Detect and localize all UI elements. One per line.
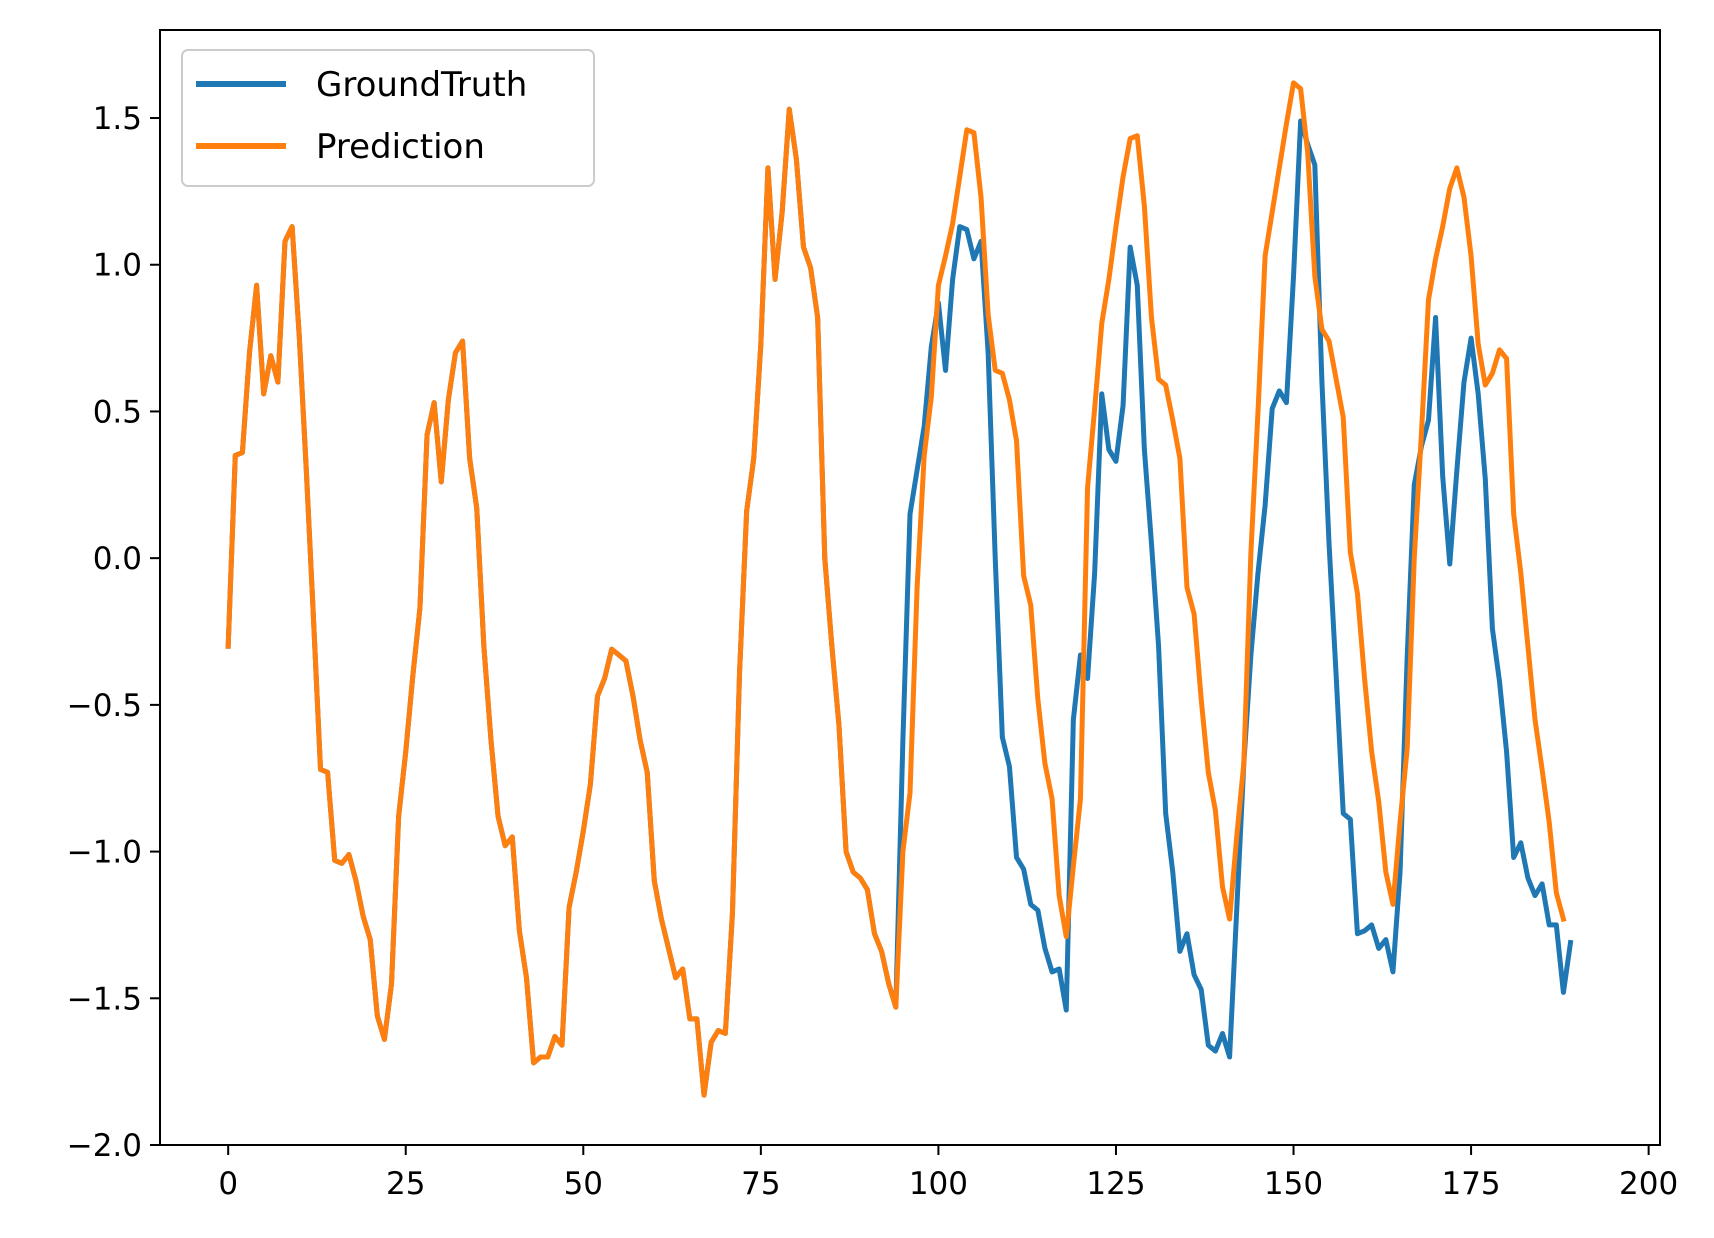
- y-tick-label: 1.0: [93, 248, 142, 284]
- x-tick-label: 0: [218, 1166, 238, 1202]
- axes-frame: [159, 29, 1661, 1146]
- legend-label-groundtruth: GroundTruth: [316, 65, 527, 105]
- y-tick-label: −0.5: [67, 688, 142, 724]
- x-axis-ticks: 0 25 50 75 100 125 150 175 200: [218, 1145, 1678, 1202]
- plot-area: [159, 29, 1661, 1146]
- x-tick-label: 100: [909, 1166, 968, 1202]
- y-tick-label: 0.0: [93, 541, 142, 577]
- y-tick-label: −2.0: [67, 1128, 142, 1164]
- legend: GroundTruth Prediction: [181, 49, 595, 187]
- x-tick-label: 25: [386, 1166, 425, 1202]
- x-tick-label: 50: [564, 1166, 603, 1202]
- x-tick-label: 150: [1264, 1166, 1323, 1202]
- y-tick-label: −1.5: [67, 981, 142, 1017]
- y-axis-ticks: −2.0 −1.5 −1.0 −0.5 0.0 0.5 1.0 1.5: [67, 101, 160, 1164]
- y-tick-label: −1.0: [67, 835, 142, 871]
- x-tick-label: 75: [741, 1166, 780, 1202]
- series-line-prediction: [225, 80, 1567, 1098]
- x-tick-label: 125: [1086, 1166, 1145, 1202]
- series-layer: [225, 80, 1574, 1098]
- legend-label-prediction: Prediction: [316, 127, 485, 167]
- y-tick-label: 1.5: [93, 101, 142, 137]
- x-tick-label: 200: [1619, 1166, 1678, 1202]
- x-tick-label: 175: [1441, 1166, 1500, 1202]
- y-tick-label: 0.5: [93, 394, 142, 430]
